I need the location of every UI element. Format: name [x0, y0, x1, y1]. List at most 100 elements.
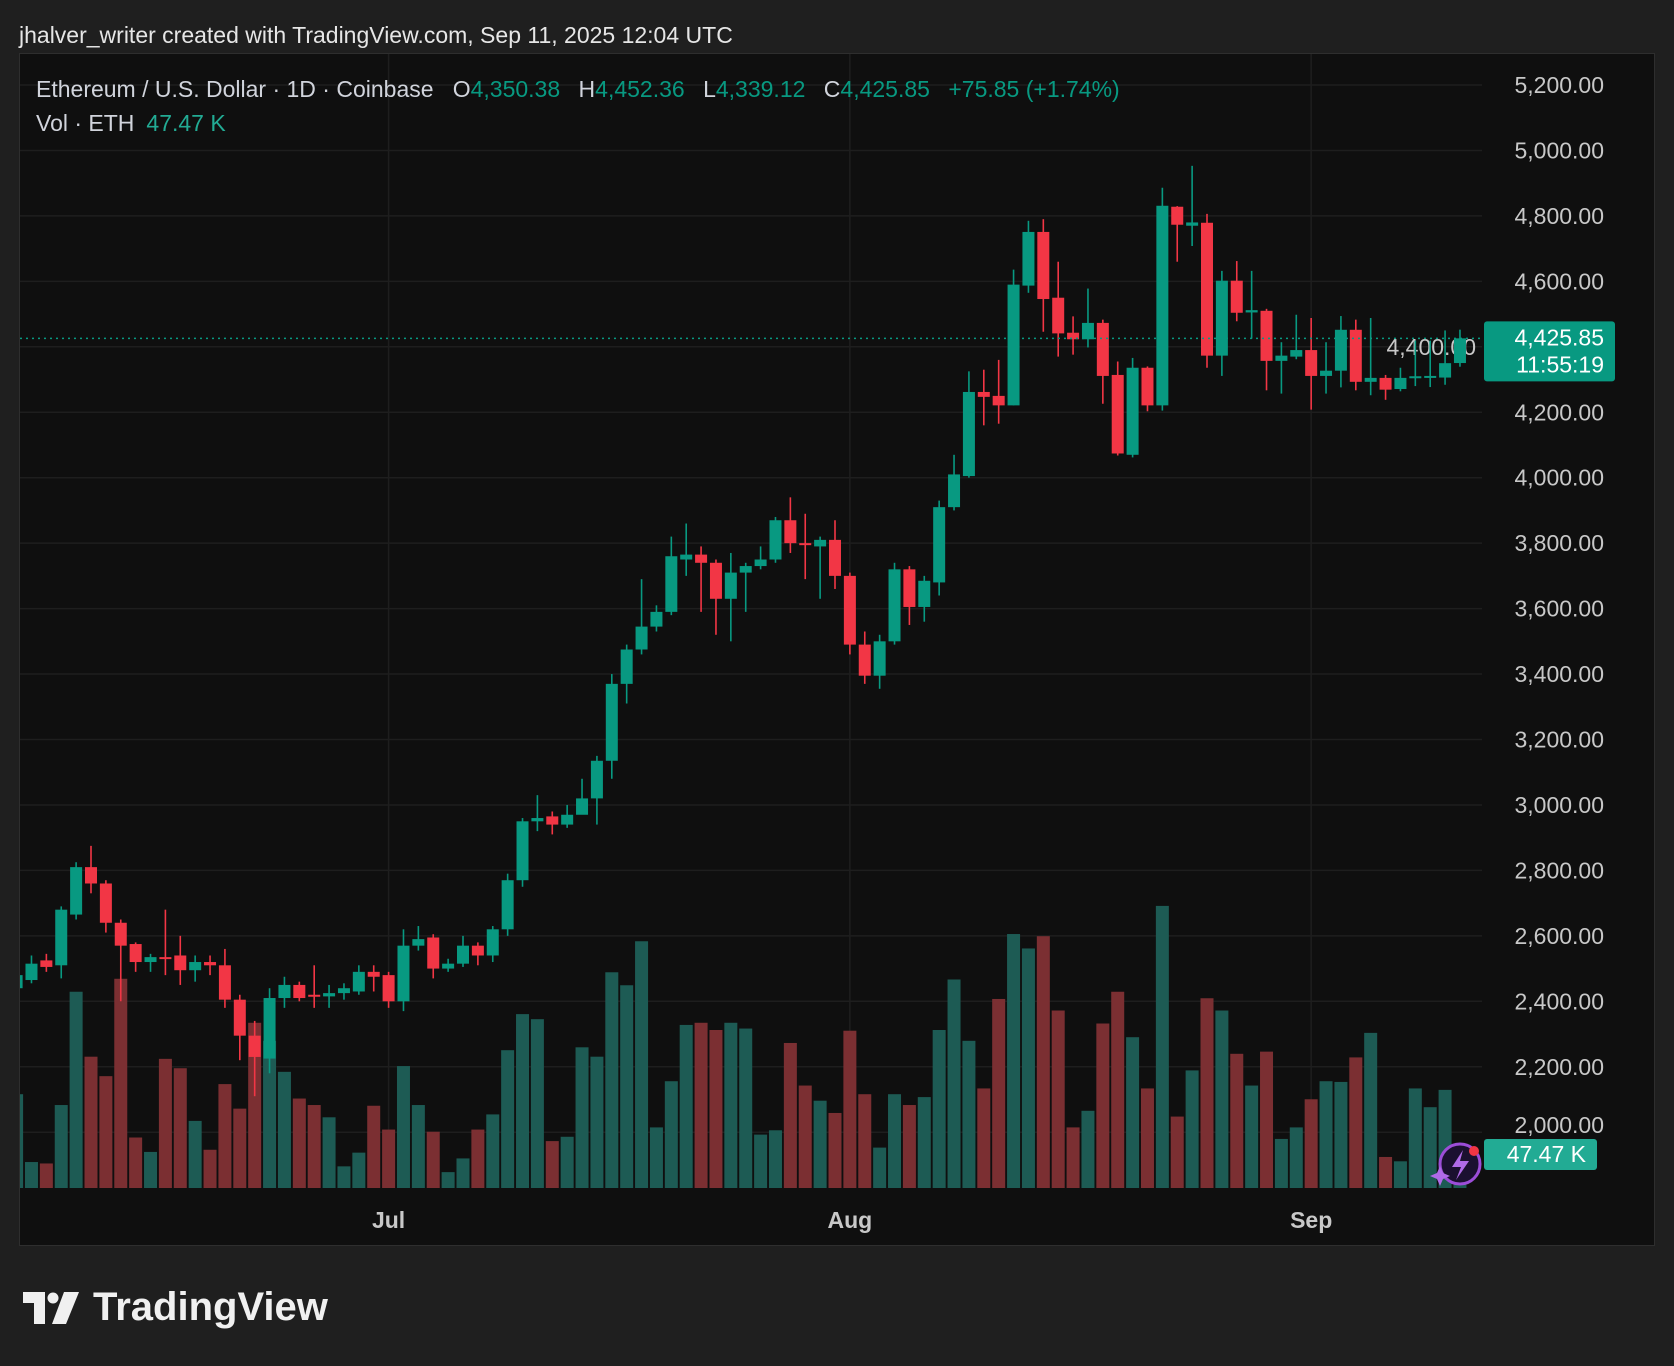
candle-body[interactable]	[85, 867, 97, 884]
candle-body[interactable]	[129, 944, 142, 963]
candle-body[interactable]	[754, 559, 767, 567]
candle-body[interactable]	[1141, 367, 1154, 406]
candle-body[interactable]	[352, 971, 365, 992]
candle-body[interactable]	[709, 562, 722, 599]
symbol-title[interactable]: Ethereum / U.S. Dollar · 1D · Coinbase	[36, 76, 434, 102]
candle-body[interactable]	[442, 963, 455, 969]
candle-body[interactable]	[189, 962, 202, 971]
candle-body[interactable]	[992, 395, 1005, 406]
candle-body[interactable]	[1201, 222, 1213, 356]
candle-body[interactable]	[605, 683, 618, 761]
candle-body[interactable]	[1111, 374, 1124, 454]
candle-body[interactable]	[367, 971, 380, 977]
candle-body[interactable]	[516, 821, 529, 881]
candle-body[interactable]	[724, 572, 737, 599]
candle-body[interactable]	[1022, 231, 1035, 286]
chart-frame[interactable]	[19, 53, 1655, 1246]
candle-body[interactable]	[1394, 377, 1407, 390]
candle-body[interactable]	[1230, 280, 1243, 313]
candle-body[interactable]	[576, 798, 589, 815]
candle-body[interactable]	[561, 814, 574, 825]
candle-body[interactable]	[1424, 375, 1437, 378]
candle-body[interactable]	[680, 554, 693, 560]
candle-body[interactable]	[11, 975, 23, 989]
candle-body[interactable]	[1379, 377, 1392, 390]
candle-body[interactable]	[620, 649, 633, 684]
candle-body[interactable]	[873, 641, 886, 676]
candle-body[interactable]	[1081, 322, 1094, 340]
candle-body[interactable]	[1215, 280, 1228, 356]
candle-body[interactable]	[278, 984, 291, 999]
candle-body[interactable]	[829, 539, 841, 576]
candle-body[interactable]	[99, 883, 112, 923]
candle-body[interactable]	[144, 957, 157, 963]
candle-body[interactable]	[1334, 329, 1347, 371]
candle-body[interactable]	[531, 818, 544, 822]
candle-body[interactable]	[962, 391, 975, 477]
candle-body[interactable]	[159, 957, 172, 960]
candle-body[interactable]	[1260, 310, 1273, 361]
candle-body[interactable]	[739, 566, 752, 573]
volume-label[interactable]: Vol · ETH	[36, 110, 135, 136]
candle-body[interactable]	[948, 474, 961, 508]
candle-body[interactable]	[263, 998, 276, 1059]
candle-body[interactable]	[397, 945, 410, 1002]
candle-body[interactable]	[799, 543, 812, 546]
candle-body[interactable]	[1245, 310, 1258, 313]
candle-body[interactable]	[382, 975, 395, 1002]
candle-body[interactable]	[903, 569, 916, 607]
candle-body[interactable]	[590, 760, 603, 799]
candle-body[interactable]	[933, 507, 946, 583]
candle-body[interactable]	[308, 994, 321, 997]
candle-body[interactable]	[843, 575, 856, 645]
candle-body[interactable]	[769, 520, 782, 560]
candle-body[interactable]	[665, 556, 678, 612]
candle-body[interactable]	[858, 644, 871, 676]
candle-body[interactable]	[427, 937, 440, 969]
tradingview-logo[interactable]: TradingView	[23, 1285, 328, 1330]
candle-body[interactable]	[114, 922, 127, 946]
candle-body[interactable]	[323, 993, 336, 997]
candle-body[interactable]	[1275, 355, 1288, 361]
candle-body[interactable]	[1439, 363, 1452, 378]
candle-body[interactable]	[1364, 377, 1377, 382]
candle-body[interactable]	[546, 816, 559, 825]
candle-body[interactable]	[977, 391, 990, 397]
candle-body[interactable]	[1007, 284, 1020, 406]
candle-body[interactable]	[471, 945, 484, 956]
candle-body[interactable]	[1320, 370, 1333, 376]
candle-body[interactable]	[1156, 205, 1169, 406]
candle-body[interactable]	[174, 955, 187, 971]
candle-body[interactable]	[1067, 332, 1080, 340]
candle-body[interactable]	[1349, 329, 1362, 382]
candle-body[interactable]	[814, 539, 827, 547]
candle-body[interactable]	[1052, 297, 1065, 334]
candle-body[interactable]	[1096, 322, 1109, 376]
candle-body[interactable]	[1186, 222, 1199, 226]
candle-body[interactable]	[25, 963, 38, 981]
candle-body[interactable]	[1409, 376, 1422, 379]
candle-body[interactable]	[1037, 231, 1050, 300]
candle-body[interactable]	[218, 965, 231, 1000]
candle-body[interactable]	[888, 569, 901, 642]
candle-body[interactable]	[695, 554, 708, 563]
candle-body[interactable]	[457, 945, 469, 964]
candle-body[interactable]	[1453, 338, 1466, 364]
candle-body[interactable]	[40, 960, 53, 967]
candle-body[interactable]	[1126, 367, 1139, 455]
candle-body[interactable]	[1171, 206, 1184, 225]
candle-body[interactable]	[784, 520, 797, 544]
candle-body[interactable]	[1290, 350, 1303, 357]
candle-body[interactable]	[337, 988, 350, 994]
candle-body[interactable]	[55, 909, 68, 966]
candle-body[interactable]	[233, 999, 246, 1036]
candle-body[interactable]	[248, 1035, 261, 1057]
candle-body[interactable]	[204, 962, 217, 966]
candle-body[interactable]	[486, 929, 499, 956]
candle-body[interactable]	[70, 867, 83, 915]
candle-body[interactable]	[293, 984, 306, 999]
candle-body[interactable]	[650, 611, 663, 627]
candle-body[interactable]	[1305, 350, 1318, 376]
candle-body[interactable]	[501, 880, 514, 930]
